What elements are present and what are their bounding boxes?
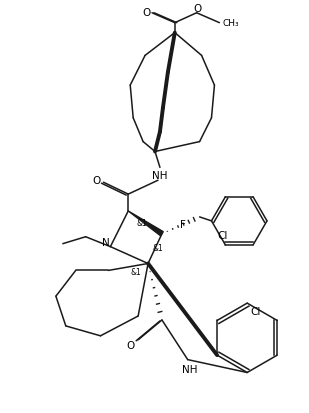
Text: &1: &1 — [153, 244, 163, 252]
Text: F: F — [180, 219, 186, 229]
Text: Cl: Cl — [250, 306, 260, 316]
Polygon shape — [128, 211, 163, 236]
Text: CH₃: CH₃ — [223, 19, 239, 28]
Text: &1: &1 — [137, 219, 147, 228]
Text: O: O — [193, 4, 202, 14]
Text: Cl: Cl — [217, 230, 227, 240]
Text: O: O — [126, 340, 134, 350]
Text: &1: &1 — [131, 267, 142, 276]
Text: N: N — [102, 237, 109, 247]
Text: NH: NH — [152, 171, 168, 181]
Text: NH: NH — [182, 363, 197, 374]
Text: O: O — [92, 176, 101, 186]
Text: O: O — [142, 8, 150, 18]
